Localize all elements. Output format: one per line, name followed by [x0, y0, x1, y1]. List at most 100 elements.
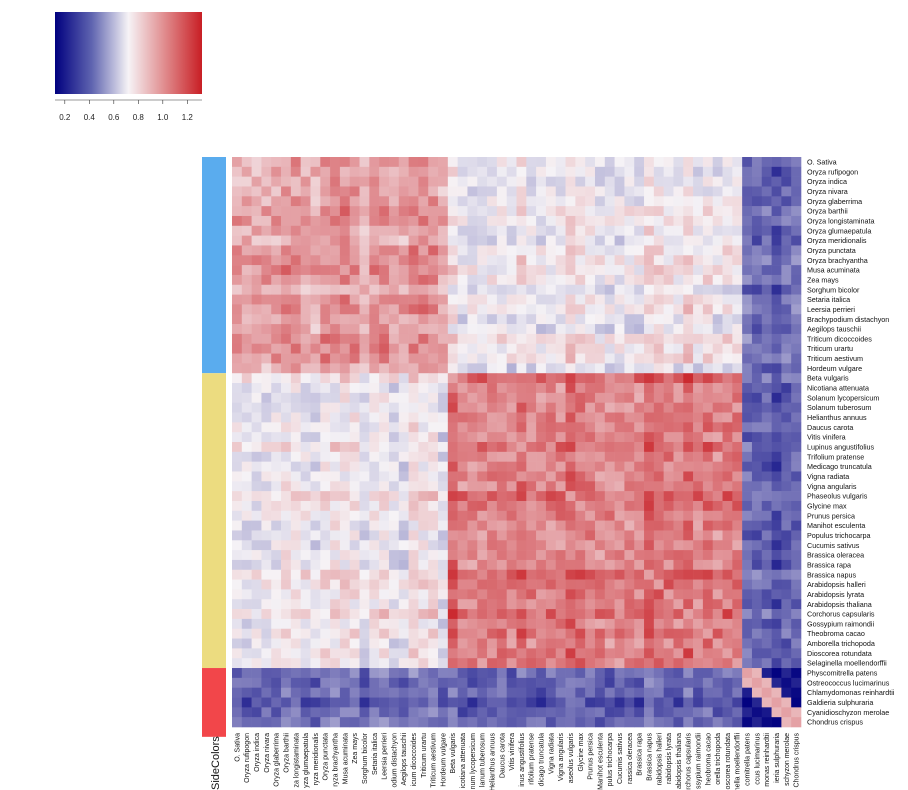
heatmap-cell	[565, 196, 576, 207]
heatmap-cell	[369, 559, 380, 571]
heatmap-cell	[408, 668, 419, 679]
heatmap-cell	[290, 353, 301, 364]
heatmap-cell	[663, 618, 674, 630]
heatmap-cell	[418, 176, 429, 187]
heatmap-cell	[487, 638, 498, 649]
column-label: pulus trichocarpa	[607, 733, 614, 786]
heatmap-cell	[418, 255, 429, 266]
heatmap-cell	[457, 589, 468, 600]
heatmap-cell	[545, 707, 557, 718]
heatmap-cell	[761, 618, 772, 630]
heatmap-cell	[349, 373, 360, 384]
heatmap-cell	[545, 461, 557, 472]
heatmap-cell	[634, 481, 645, 492]
heatmap-cell	[545, 668, 557, 679]
heatmap-cell	[653, 186, 664, 197]
heatmap-cell	[545, 609, 557, 620]
heatmap-cell	[624, 274, 635, 286]
heatmap-cell	[594, 422, 606, 433]
heatmap-cell	[339, 412, 351, 423]
heatmap-cell	[634, 432, 645, 443]
heatmap-cell	[241, 363, 252, 374]
heatmap-cell	[575, 432, 586, 443]
heatmap-cell	[594, 451, 606, 462]
heatmap-cell	[369, 225, 380, 236]
heatmap-cell	[722, 422, 733, 433]
heatmap-cell	[653, 461, 664, 472]
heatmap-cell	[722, 717, 733, 728]
heatmap-cell	[594, 500, 606, 512]
heatmap-cell	[261, 304, 272, 315]
heatmap-cell	[634, 422, 645, 433]
heatmap-cell	[771, 540, 782, 551]
heatmap-cell	[320, 648, 331, 659]
heatmap-cell	[751, 559, 763, 571]
heatmap-cell	[487, 235, 498, 246]
heatmap-cell	[398, 412, 409, 423]
heatmap-cell	[781, 687, 792, 698]
heatmap-cell	[300, 491, 311, 502]
heatmap-cell	[781, 717, 792, 728]
heatmap-cell	[663, 196, 674, 207]
heatmap-cell	[418, 648, 429, 659]
heatmap-cell	[290, 481, 301, 492]
heatmap-cell	[751, 510, 763, 521]
heatmap-cell	[369, 432, 380, 443]
heatmap-cell	[771, 599, 782, 610]
heatmap-cell	[624, 648, 635, 659]
heatmap-cell	[722, 618, 733, 630]
heatmap-cell	[241, 638, 252, 649]
heatmap-cell	[300, 471, 311, 482]
heatmap-cell	[545, 422, 557, 433]
heatmap-cell	[644, 442, 655, 453]
heatmap-cell	[722, 157, 733, 168]
heatmap-cell	[751, 363, 763, 374]
heatmap-cell	[663, 442, 674, 453]
heatmap-cell	[271, 235, 282, 246]
heatmap-cell	[516, 510, 527, 521]
heatmap-cell	[369, 333, 380, 345]
heatmap-cell	[418, 579, 429, 590]
heatmap-cell	[683, 569, 694, 580]
heatmap-cell	[683, 451, 694, 462]
heatmap-cell	[585, 500, 596, 512]
heatmap-cell	[526, 166, 537, 177]
heatmap-cell	[732, 206, 743, 217]
heatmap-cell	[614, 206, 625, 217]
heatmap-cell	[320, 697, 331, 708]
heatmap-cell	[536, 412, 547, 423]
heatmap-cell	[644, 569, 655, 580]
heatmap-cell	[300, 687, 311, 698]
heatmap-cell	[761, 196, 772, 207]
heatmap-cell	[300, 500, 311, 512]
heatmap-cell	[516, 422, 527, 433]
row-label: Selaginella moellendorffii	[807, 659, 887, 668]
heatmap-cell	[516, 304, 527, 315]
heatmap-cell	[398, 255, 409, 266]
heatmap-cell	[300, 186, 311, 197]
heatmap-cell	[536, 255, 547, 266]
heatmap-cell	[506, 206, 517, 217]
heatmap-cell	[438, 559, 449, 571]
heatmap-cell	[742, 176, 753, 187]
heatmap-cell	[575, 707, 586, 718]
heatmap-cell	[330, 461, 341, 472]
heatmap-cell	[653, 432, 664, 443]
heatmap-cell	[487, 324, 498, 335]
heatmap-cell	[791, 157, 802, 168]
heatmap-cell	[732, 471, 743, 482]
heatmap-cell	[310, 687, 321, 698]
heatmap-cell	[575, 628, 586, 639]
heatmap-cell	[388, 491, 400, 502]
heatmap-cell	[438, 697, 449, 708]
heatmap-cell	[693, 569, 704, 580]
heatmap-cell	[585, 412, 596, 423]
heatmap-cell	[320, 176, 331, 187]
heatmap-cell	[575, 363, 586, 374]
heatmap-cell	[791, 235, 802, 246]
heatmap-cell	[653, 294, 664, 305]
heatmap-cell	[702, 609, 714, 620]
heatmap-cell	[781, 579, 792, 590]
heatmap-cell	[241, 589, 252, 600]
heatmap-cell	[398, 402, 409, 413]
